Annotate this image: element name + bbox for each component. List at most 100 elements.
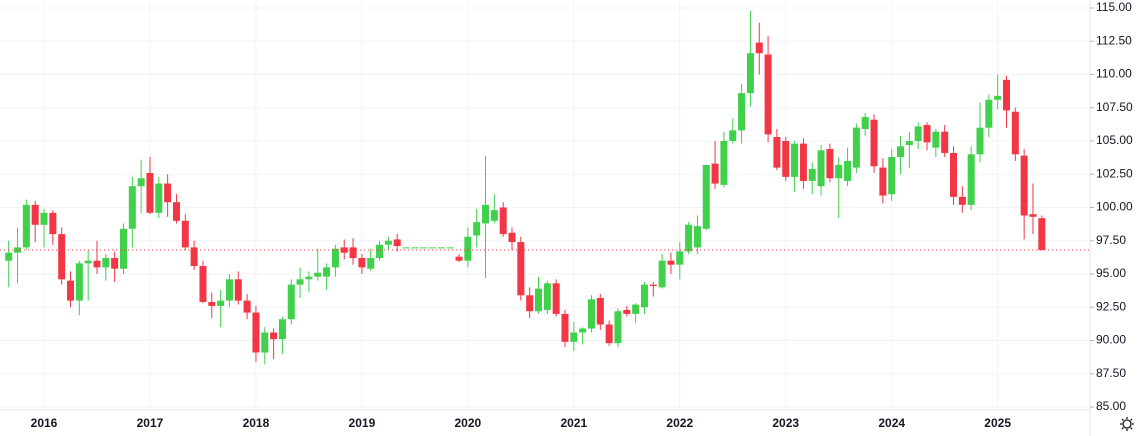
- candle-body: [305, 276, 313, 280]
- y-tick-label: 95.00: [1096, 266, 1126, 280]
- candle-body: [879, 167, 887, 196]
- candle-body: [296, 279, 304, 285]
- x-tick-label: 2016: [31, 416, 58, 430]
- candle-body: [817, 150, 825, 187]
- candle-body: [225, 279, 233, 301]
- x-tick-label: 2018: [243, 416, 270, 430]
- candle-body: [640, 284, 648, 308]
- candle-body: [649, 284, 657, 286]
- candle-body: [1011, 111, 1019, 155]
- x-tick-label: 2022: [666, 416, 693, 430]
- candle-body: [711, 163, 719, 184]
- candle-body: [941, 131, 949, 153]
- candle-body: [517, 242, 525, 296]
- candle-body: [22, 204, 30, 248]
- candle-body: [384, 240, 392, 245]
- candle-body: [349, 247, 357, 259]
- candle-body: [499, 207, 507, 235]
- candle-body: [799, 143, 807, 181]
- candle-body: [190, 247, 198, 267]
- candle-body: [261, 332, 269, 353]
- candle-body: [208, 301, 216, 306]
- candle-body: [526, 295, 534, 312]
- candle-body: [950, 152, 958, 197]
- y-tick-label: 110.00: [1096, 67, 1132, 81]
- candle-body: [93, 260, 101, 268]
- candle-body: [137, 178, 145, 187]
- x-tick-label: 2017: [137, 416, 164, 430]
- candle-body: [102, 258, 110, 268]
- candle-body: [791, 143, 799, 177]
- candle-body: [623, 309, 631, 314]
- candle-body: [243, 300, 251, 313]
- candle-body: [596, 297, 604, 325]
- candle-body: [852, 127, 860, 168]
- candle-body: [420, 247, 428, 249]
- candle-body: [782, 141, 790, 177]
- candle-body: [535, 288, 542, 312]
- y-tick-label: 92.50: [1096, 299, 1126, 313]
- y-tick-label: 115.00: [1096, 0, 1132, 14]
- candle-body: [49, 212, 57, 235]
- candle-body: [905, 141, 913, 145]
- gear-teeth[interactable]: [1120, 417, 1134, 431]
- y-tick-label: 97.50: [1096, 233, 1126, 247]
- y-tick-label: 90.00: [1096, 333, 1126, 347]
- candle-body: [217, 300, 225, 306]
- candle-body: [164, 183, 172, 203]
- candle-body: [923, 125, 931, 143]
- candle-body: [1038, 218, 1046, 251]
- candle-body: [429, 247, 437, 249]
- y-tick-label: 105.00: [1096, 133, 1133, 147]
- candle-body: [835, 164, 843, 179]
- candle-body: [985, 99, 993, 128]
- candle-body: [658, 260, 666, 288]
- candle-body: [252, 312, 260, 353]
- candle-body: [914, 126, 922, 141]
- candle-body: [75, 263, 83, 301]
- candle-body: [323, 267, 331, 277]
- y-tick-label: 87.50: [1096, 366, 1126, 380]
- x-tick-label: 2020: [455, 416, 482, 430]
- candle-body: [552, 283, 560, 314]
- x-tick-label: 2019: [349, 416, 376, 430]
- candle-body: [543, 283, 551, 310]
- y-tick-label: 85.00: [1096, 399, 1126, 413]
- candle-body: [561, 313, 569, 342]
- candle-body: [172, 202, 180, 221]
- candle-body: [111, 258, 119, 269]
- y-tick-label: 100.00: [1096, 200, 1133, 214]
- y-tick-label: 102.50: [1096, 166, 1133, 180]
- candle-body: [128, 186, 136, 229]
- candle-body: [632, 304, 640, 314]
- candle-body: [676, 251, 684, 265]
- candle-body: [738, 93, 746, 131]
- candle-body: [402, 247, 410, 249]
- candle-body: [473, 222, 481, 236]
- candle-body: [58, 234, 66, 280]
- candle-body: [393, 239, 401, 247]
- candle-body: [746, 53, 754, 94]
- candle-body: [685, 224, 693, 252]
- candle-body: [31, 204, 39, 225]
- candle-body: [146, 172, 154, 213]
- x-tick-label: 2023: [772, 416, 799, 430]
- candle-body: [826, 148, 834, 179]
- settings-icon[interactable]: [1120, 417, 1134, 431]
- candle-body: [464, 236, 472, 261]
- candle-body: [437, 247, 445, 249]
- candle-body: [367, 258, 375, 269]
- candle-body: [870, 119, 878, 167]
- candle-body: [587, 299, 595, 329]
- gear-ring[interactable]: [1122, 419, 1132, 429]
- candle-body: [720, 141, 728, 185]
- candle-body: [234, 279, 242, 301]
- candle-body: [40, 212, 48, 225]
- candle-body: [314, 272, 322, 277]
- candle-body: [1020, 155, 1028, 216]
- candle-body: [490, 210, 498, 221]
- candle-body: [861, 117, 869, 130]
- candle-body: [376, 244, 384, 259]
- candle-body: [693, 226, 701, 248]
